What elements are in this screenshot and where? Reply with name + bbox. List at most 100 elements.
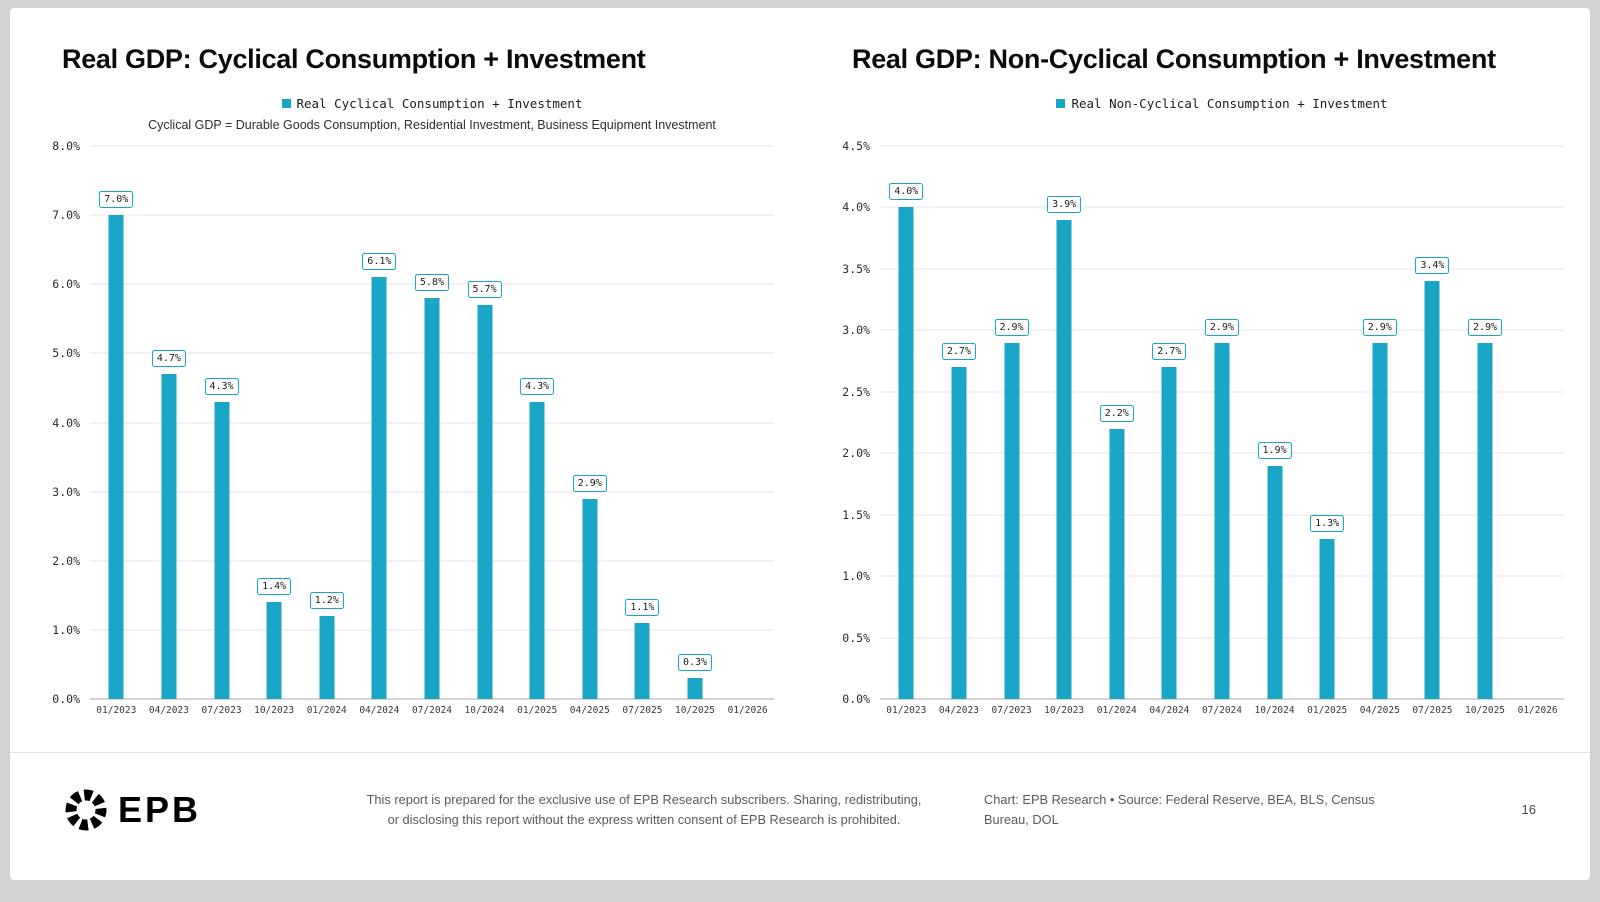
bar-value-label: 4.3%	[204, 377, 239, 395]
legend-label: Real Non-Cyclical Consumption + Investme…	[1071, 95, 1388, 111]
bar-value-label: 5.8%	[414, 274, 449, 292]
y-tick-label: 2.0%	[842, 446, 870, 461]
x-tick-label: 04/2025	[1359, 705, 1400, 716]
page-number: 16	[1521, 802, 1536, 817]
bar-slot: 2.7%	[933, 146, 986, 699]
x-tick-label: 07/2025	[1412, 705, 1453, 716]
bar	[161, 374, 177, 699]
disclaimer-line-2: or disclosing this report without the ex…	[387, 811, 901, 827]
x-tick-label: 10/2024	[464, 705, 505, 716]
bar-value-label: 2.7%	[941, 343, 976, 361]
bar-slot: 1.3%	[1301, 146, 1354, 699]
bar	[687, 678, 703, 699]
x-tick-label: 07/2023	[201, 705, 242, 716]
bar	[1109, 428, 1125, 699]
plot-area: 4.0% 2.7% 2.9% 3.9% 2.2% 2.7% 2.9% 1.9% 1.3% 2.9%…	[880, 145, 1564, 700]
bar-value-label: 2.9%	[994, 318, 1029, 336]
y-tick-label: 3.0%	[52, 484, 80, 499]
x-tick-label: 01/2025	[1307, 705, 1348, 716]
y-tick-label: 8.0%	[52, 139, 80, 153]
bar-slot: 2.9%	[1459, 146, 1512, 699]
epb-logo-text: EPB	[118, 788, 202, 830]
x-axis-baseline	[90, 698, 774, 700]
x-tick-label: 04/2023	[148, 705, 189, 716]
bar-slot: 1.9%	[1248, 146, 1301, 699]
legend-cyclical: Real Cyclical Consumption + Investment	[90, 95, 774, 111]
y-tick-label: 0.5%	[842, 630, 870, 645]
x-tick-label: 01/2023	[96, 705, 137, 716]
bar-slot: 4.0%	[880, 146, 933, 699]
bar	[634, 622, 650, 699]
x-tick-label: 04/2025	[569, 705, 610, 716]
x-tick-label: 01/2026	[727, 705, 768, 716]
bar	[1319, 539, 1335, 699]
bar	[529, 401, 545, 699]
bar	[951, 367, 967, 699]
bar	[1267, 465, 1283, 699]
y-tick-label: 1.5%	[842, 507, 870, 522]
plot-row: 0.0% 0.5% 1.0% 1.5% 2.0% 2.5% 3.0% 3.5% 4.0% 4.5%…	[828, 139, 1564, 706]
x-axis: 01/2023 04/2023 07/2023 10/2023 01/2024 04/20…	[90, 699, 774, 716]
bar-value-label: 2.9%	[1204, 318, 1239, 336]
bar	[266, 602, 282, 699]
y-tick-label: 0.0%	[52, 692, 80, 706]
bar	[1214, 342, 1230, 699]
y-axis: 0.0% 1.0% 2.0% 3.0% 4.0% 5.0% 6.0% 7.0% 8.0%	[38, 139, 90, 706]
gridline	[90, 145, 774, 147]
y-tick-label: 5.0%	[52, 346, 80, 361]
y-axis: 0.0% 0.5% 1.0% 1.5% 2.0% 2.5% 3.0% 3.5% 4.0% 4.5%	[828, 139, 880, 706]
bar	[424, 298, 440, 699]
disclaimer-line-1: This report is prepared for the exclusiv…	[366, 791, 922, 807]
bar-slot	[721, 146, 774, 699]
legend-noncyclical: Real Non-Cyclical Consumption + Investme…	[880, 95, 1564, 111]
y-tick-label: 2.0%	[52, 553, 80, 568]
bar-value-label: 4.0%	[889, 183, 924, 201]
bar-slot: 5.7%	[458, 146, 511, 699]
chart-title-noncyclical: Real GDP: Non-Cyclical Consumption + Inv…	[852, 44, 1496, 74]
bar-value-label: 6.1%	[362, 253, 397, 271]
chart-subtitle	[880, 118, 1564, 136]
bar-value-label: 2.9%	[1467, 318, 1503, 336]
x-tick-label: 07/2023	[991, 705, 1032, 716]
gridline	[880, 206, 1564, 208]
x-tick-label: 10/2023	[254, 705, 295, 716]
bar-slot: 7.0%	[90, 146, 143, 699]
chart-cyclical: 0.0% 1.0% 2.0% 3.0% 4.0% 5.0% 6.0% 7.0% 8.0% 7.0…	[38, 139, 774, 716]
bar-slot: 1.1%	[616, 146, 669, 699]
bar	[1424, 281, 1440, 699]
bar	[1477, 342, 1493, 699]
bar-slot: 2.9%	[1196, 146, 1249, 699]
x-tick-label: 07/2024	[411, 705, 452, 716]
x-axis-baseline	[880, 698, 1564, 700]
chart-title-cyclical: Real GDP: Cyclical Consumption + Investm…	[62, 44, 646, 74]
footer: EPB This report is prepared for the excl…	[10, 752, 1590, 880]
bar-value-label: 0.3%	[677, 654, 713, 672]
bar-slot: 4.3%	[195, 146, 248, 699]
epb-logo: EPB	[64, 788, 304, 832]
legend-swatch-icon	[281, 98, 291, 108]
x-tick-label: 01/2024	[1096, 705, 1137, 716]
y-tick-label: 2.5%	[842, 384, 870, 399]
bar	[108, 215, 124, 699]
y-tick-label: 4.0%	[52, 415, 80, 430]
bar-value-label: 1.2%	[309, 592, 344, 610]
y-tick-label: 4.0%	[842, 200, 870, 215]
credit-line-1: Chart: EPB Research • Source: Federal Re…	[984, 791, 1375, 807]
bar	[898, 207, 914, 699]
y-tick-label: 4.5%	[842, 139, 870, 153]
credit-line-2: Bureau, DOL	[984, 811, 1059, 827]
bar-slot: 6.1%	[353, 146, 406, 699]
legend-label: Real Cyclical Consumption + Investment	[296, 95, 583, 111]
report-page: Real GDP: Cyclical Consumption + Investm…	[10, 8, 1590, 880]
bar-value-label: 1.1%	[625, 598, 660, 616]
bar-value-label: 1.3%	[1310, 515, 1345, 533]
bar-value-label: 7.0%	[99, 191, 134, 209]
bar-value-label: 4.7%	[151, 350, 186, 368]
disclaimer-text: This report is prepared for the exclusiv…	[334, 790, 954, 830]
x-tick-label: 10/2025	[674, 705, 716, 716]
y-tick-label: 1.0%	[842, 569, 870, 584]
bar	[319, 616, 335, 699]
plot-area: 7.0% 4.7% 4.3% 1.4% 1.2% 6.1% 5.8% 5.7% 4.3% 2.9%…	[90, 145, 774, 700]
bar-value-label: 5.7%	[467, 281, 502, 298]
y-tick-label: 3.0%	[842, 323, 870, 338]
